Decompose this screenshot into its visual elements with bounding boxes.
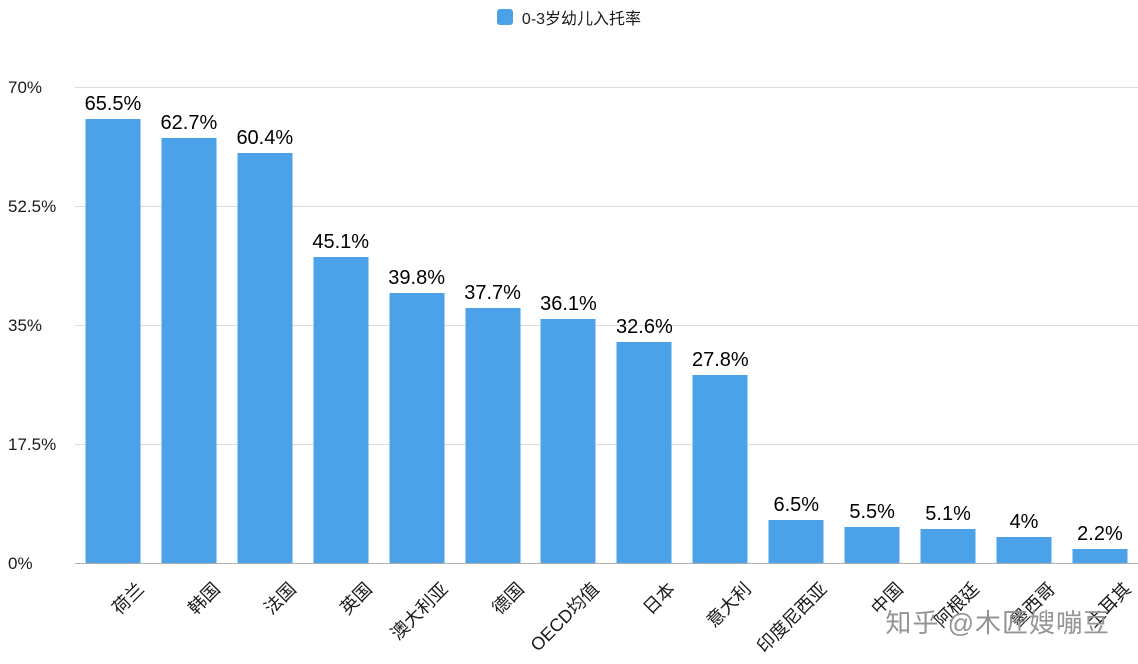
y-tick-label: 17.5% (8, 435, 57, 454)
bar: 5.5% (844, 501, 900, 564)
bar-slot: 39.8% 澳大利亚 (379, 88, 455, 644)
y-tick-label: 35% (8, 316, 43, 335)
x-tick-label: 意大利 (702, 578, 756, 632)
value-label: 45.1% (312, 231, 370, 254)
value-label: 2.2% (1077, 523, 1123, 546)
chart-body: 0% 17.5% 35% 52.5% 70% 65.5% 荷兰 62.7% 韩国 60.4% 法国… (0, 78, 1138, 657)
bar: 62.7% (161, 112, 217, 564)
bar-slot: 4% 墨西哥 (986, 88, 1062, 631)
x-tick-label: 荷兰 (108, 578, 148, 619)
bar: 36.1% (540, 293, 597, 564)
bar-slot: 27.8% 意大利 (682, 88, 758, 631)
bar: 5.1% (920, 503, 976, 564)
x-tick-label: OECD均值 (527, 578, 604, 656)
value-label: 6.5% (773, 493, 820, 516)
legend-swatch (496, 9, 513, 25)
bar: 32.6% (616, 316, 673, 564)
bar-slot: 5.1% 阿根廷 (910, 88, 986, 631)
bar: 60.4% (236, 127, 293, 564)
value-label: 27.8% (691, 348, 749, 371)
value-label: 4% (1009, 510, 1039, 533)
watermark: 知乎 @木匠嫂嘣豆 (885, 608, 1110, 638)
value-label: 5.1% (925, 503, 971, 526)
chart-legend: 0-3岁幼儿入托率 (0, 5, 1138, 29)
bars-container: 65.5% 荷兰 62.7% 韩国 60.4% 法国 45.1% 英国 39.8% 澳大利亚 37.… (75, 88, 1138, 657)
x-tick-label: 德国 (487, 578, 528, 619)
bar: 65.5% (85, 93, 141, 564)
value-label: 60.4% (236, 127, 294, 150)
legend-label: 0-3岁幼儿入托率 (521, 11, 642, 28)
bar-slot: 32.6% 日本 (606, 88, 682, 618)
value-label: 65.5% (84, 92, 142, 115)
bar-slot: 36.1% OECD均值 (527, 88, 607, 656)
bar-slot: 5.5% 中国 (834, 88, 910, 618)
x-tick-label: 法国 (260, 578, 300, 619)
x-tick-label: 英国 (336, 578, 376, 619)
x-tick-label: 韩国 (184, 578, 224, 619)
value-label: 5.5% (849, 500, 895, 523)
gridline (75, 87, 1138, 88)
bar: 37.7% (464, 282, 521, 564)
bar: 6.5% (768, 494, 824, 564)
value-label: 37.7% (464, 281, 521, 304)
y-axis: 0% 17.5% 35% 52.5% 70% (8, 78, 70, 573)
value-label: 62.7% (160, 111, 218, 134)
x-tick-label: 日本 (639, 578, 680, 619)
value-label: 39.8% (388, 267, 445, 290)
bar: 45.1% (312, 231, 369, 564)
plot-area: 65.5% 荷兰 62.7% 韩国 60.4% 法国 45.1% 英国 39.8% 澳大利亚 37.… (75, 87, 1138, 657)
bar-slot: 6.5% 印度尼西亚 (753, 88, 834, 657)
value-label: 36.1% (540, 292, 597, 315)
bar-slot: 45.1% 英国 (303, 88, 379, 618)
y-tick-label: 70% (8, 78, 43, 97)
bar: 4% (996, 511, 1052, 564)
bar-slot: 60.4% 法国 (227, 88, 303, 618)
gridline (75, 206, 1138, 207)
gridline (75, 444, 1138, 445)
bar-slot: 65.5% 荷兰 (75, 88, 151, 619)
bar: 2.2% (1072, 523, 1128, 564)
bar-slot: 37.7% 德国 (455, 88, 531, 619)
y-tick-label: 52.5% (8, 197, 57, 216)
x-tick-label: 印度尼西亚 (753, 578, 832, 657)
bar-slot: 2.2% 土耳其 (1062, 88, 1138, 631)
value-label: 32.6% (616, 316, 673, 339)
x-axis-line (75, 563, 1138, 564)
bar: 27.8% (692, 349, 749, 564)
bar: 39.8% (388, 267, 445, 564)
y-tick-label: 0% (8, 554, 33, 573)
x-tick-label: 澳大利亚 (386, 578, 452, 644)
bar-slot: 62.7% 韩国 (151, 88, 227, 619)
gridline (75, 325, 1138, 326)
